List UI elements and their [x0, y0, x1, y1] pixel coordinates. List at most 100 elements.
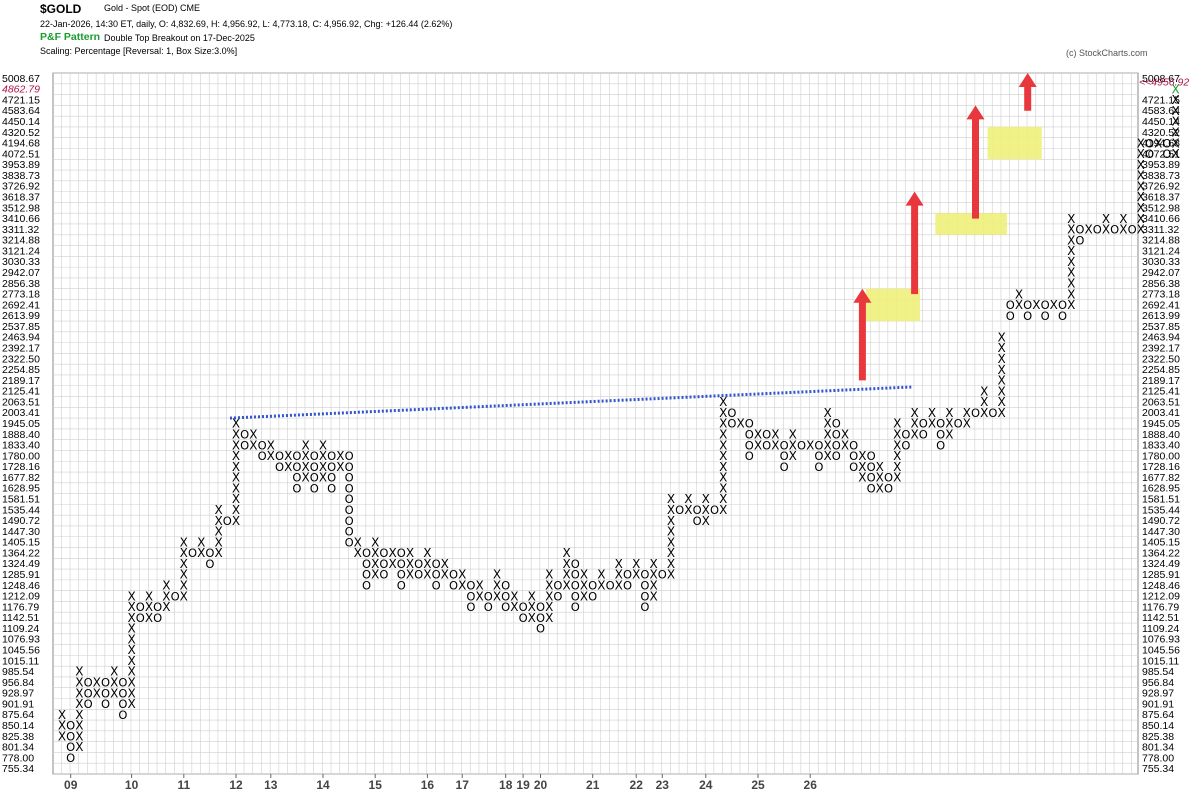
- o-box: O: [1058, 298, 1067, 312]
- x-box: X: [928, 406, 936, 420]
- x-box: X: [545, 600, 553, 614]
- year-axis: 09 10 11 12 13 14 15 16 17 18 19 20 21 22 23 24 25 26: [64, 774, 817, 792]
- x-box: X: [475, 578, 483, 592]
- price-label: 2254.85: [1142, 364, 1180, 376]
- x-box: X: [75, 697, 83, 711]
- o-box: O: [588, 578, 597, 592]
- o-box: O: [449, 568, 458, 582]
- o-box: O: [136, 611, 145, 625]
- x-box: X: [667, 557, 675, 571]
- price-label: 1285.91: [2, 569, 40, 581]
- x-box: X: [1067, 277, 1075, 291]
- x-box: X: [702, 492, 710, 506]
- price-label: 2003.41: [2, 407, 40, 419]
- o-box: O: [1023, 298, 1032, 312]
- o-box: O: [397, 578, 406, 592]
- x-box: X: [284, 460, 292, 474]
- year-label: 12: [229, 778, 243, 792]
- x-box: X: [649, 568, 657, 582]
- year-label: 17: [456, 778, 470, 792]
- x-box: X: [406, 546, 414, 560]
- o-box: O: [466, 578, 475, 592]
- price-label: 3214.88: [2, 235, 40, 247]
- price-label: 985.54: [2, 666, 34, 678]
- x-box: X: [267, 449, 275, 463]
- arrow-head: [853, 288, 872, 303]
- x-box: X: [127, 622, 135, 636]
- o-box: O: [640, 568, 649, 582]
- x-box: X: [841, 438, 849, 452]
- x-box: X: [1171, 82, 1179, 96]
- price-label: 1405.15: [1142, 537, 1180, 549]
- o-box: O: [988, 406, 997, 420]
- price-label: 1109.24: [1142, 623, 1179, 635]
- x-box: X: [301, 471, 309, 485]
- o-box: O: [292, 471, 301, 485]
- x-box: X: [180, 578, 188, 592]
- o-box: O: [379, 568, 388, 582]
- o-box: O: [101, 697, 110, 711]
- o-box: O: [501, 589, 510, 603]
- x-box: X: [1137, 212, 1145, 226]
- arrow-shaft: [911, 203, 919, 295]
- x-box: X: [562, 578, 570, 592]
- x-box: X: [110, 686, 118, 700]
- x-box: X: [997, 330, 1005, 344]
- price-label: 3618.37: [2, 192, 40, 204]
- watermark-text: (c) StockCharts.com: [1066, 48, 1148, 58]
- o-box: O: [640, 589, 649, 603]
- x-box: X: [545, 611, 553, 625]
- price-label: 956.84: [1142, 677, 1174, 689]
- x-box: X: [267, 438, 275, 452]
- o-box: O: [640, 578, 649, 592]
- price-label: 1833.40: [2, 440, 40, 452]
- o-box: O: [832, 427, 841, 441]
- price-label: 1677.82: [1142, 472, 1180, 484]
- x-box: X: [1171, 104, 1179, 118]
- o-box: O: [66, 751, 75, 765]
- price-label: 1888.40: [1142, 429, 1180, 441]
- o-box: O: [571, 589, 580, 603]
- o-box: O: [710, 503, 719, 517]
- x-box: X: [232, 438, 240, 452]
- x-box: X: [719, 438, 727, 452]
- price-label: 2322.50: [1142, 353, 1180, 365]
- x-box: X: [702, 503, 710, 517]
- x-box: X: [371, 557, 379, 571]
- x-box: X: [180, 535, 188, 549]
- o-box: O: [780, 449, 789, 463]
- price-label: 901.91: [1142, 698, 1174, 710]
- price-label: 1364.22: [1142, 547, 1180, 559]
- x-box: X: [162, 578, 170, 592]
- x-box: X: [858, 460, 866, 474]
- x-box: X: [545, 568, 553, 582]
- price-label: 850.14: [1142, 720, 1174, 732]
- x-box: X: [249, 438, 257, 452]
- x-box: X: [1171, 115, 1179, 129]
- o-box: O: [466, 600, 475, 614]
- x-box: X: [963, 417, 971, 431]
- o-box: O: [275, 449, 284, 463]
- x-box: X: [876, 471, 884, 485]
- o-box: O: [501, 600, 510, 614]
- o-box: O: [362, 557, 371, 571]
- arrow-shaft: [1024, 85, 1032, 111]
- x-box: X: [632, 557, 640, 571]
- o-box: O: [1075, 223, 1084, 237]
- o-box: O: [118, 697, 127, 711]
- o-box: O: [640, 600, 649, 614]
- o-box: O: [884, 481, 893, 495]
- x-box: X: [562, 546, 570, 560]
- o-box: O: [327, 481, 336, 495]
- x-box: X: [928, 417, 936, 431]
- o-box: O: [745, 417, 754, 431]
- x-box: X: [197, 546, 205, 560]
- x-box: X: [719, 460, 727, 474]
- x-box: X: [893, 427, 901, 441]
- o-box: O: [258, 449, 267, 463]
- x-box: X: [1171, 147, 1179, 161]
- x-box: X: [75, 729, 83, 743]
- arrow-shaft: [972, 117, 979, 219]
- x-box: X: [180, 589, 188, 603]
- price-label: 875.64: [1142, 709, 1174, 721]
